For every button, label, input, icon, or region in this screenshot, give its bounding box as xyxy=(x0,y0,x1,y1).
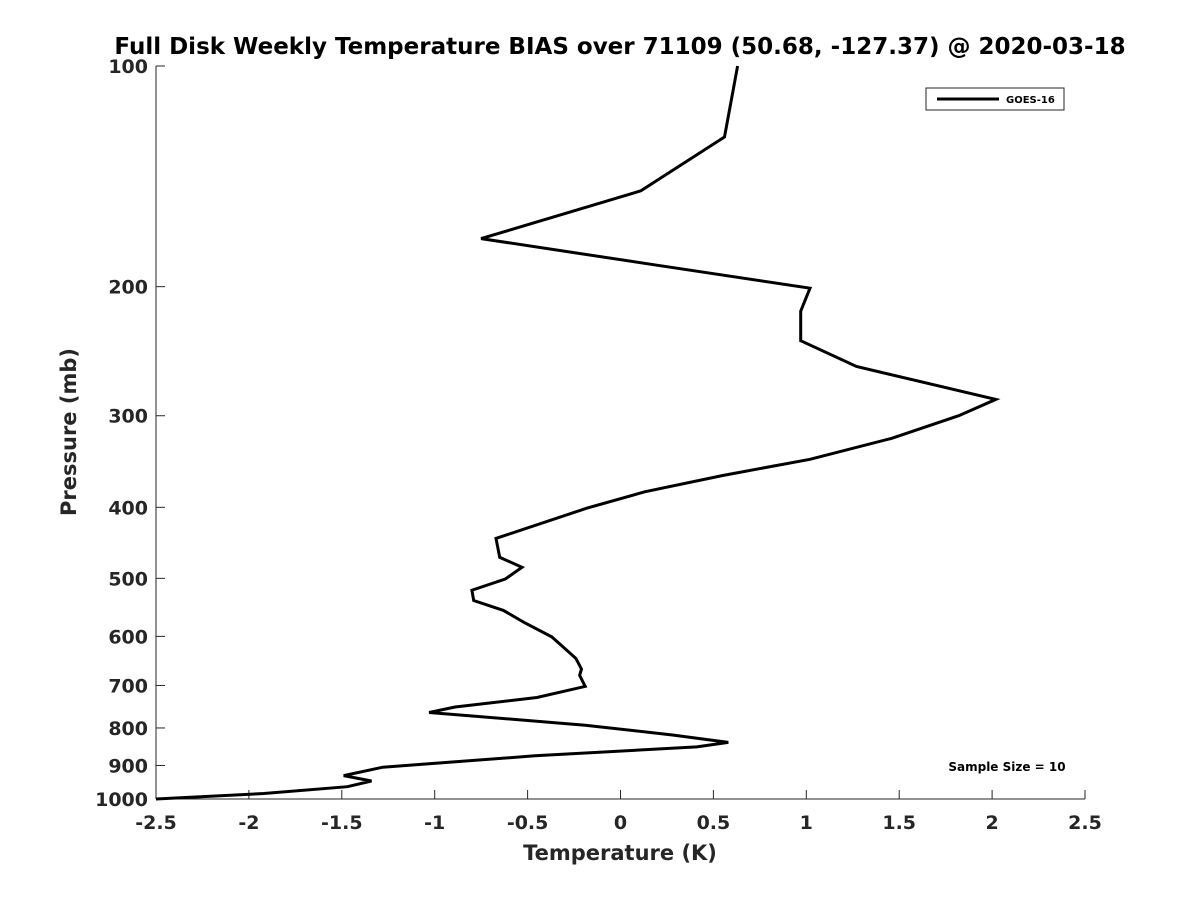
x-tick-label: -0.5 xyxy=(507,812,549,834)
x-tick-label: 1.5 xyxy=(882,812,916,834)
y-tick-label: 700 xyxy=(108,675,148,697)
x-tick-label: -2.5 xyxy=(135,812,177,834)
y-tick-label: 400 xyxy=(108,497,148,519)
y-tick-label: 800 xyxy=(108,718,148,740)
x-tick-label: 1 xyxy=(800,812,813,834)
y-axis-label: Pressure (mb) xyxy=(57,348,81,516)
y-tick-label: 500 xyxy=(108,568,148,590)
x-tick-label: -1 xyxy=(424,812,445,834)
legend-label-goes-16: GOES-16 xyxy=(1006,95,1055,106)
legend: GOES-16 xyxy=(925,87,1065,111)
x-tick-label: 0.5 xyxy=(697,812,731,834)
x-tick-label: 0 xyxy=(614,812,627,834)
x-tick-label: -2 xyxy=(238,812,259,834)
y-tick-label: 300 xyxy=(108,406,148,428)
y-tick-label: 600 xyxy=(108,626,148,648)
y-tick-label: 100 xyxy=(108,56,148,78)
y-tick-label: 900 xyxy=(108,755,148,777)
chart-title: Full Disk Weekly Temperature BIAS over 7… xyxy=(114,34,1125,60)
series-group xyxy=(155,65,1001,801)
sample-size-annotation: Sample Size = 10 xyxy=(948,760,1065,774)
y-tick-label: 200 xyxy=(108,277,148,299)
x-tick-label: 2 xyxy=(985,812,998,834)
axes xyxy=(155,66,1085,800)
y-ticks: 100 200 300 400 500 600 700 800 900 1000 xyxy=(95,56,165,811)
x-tick-label: -1.5 xyxy=(321,812,363,834)
x-tick-label: 2.5 xyxy=(1068,812,1102,834)
x-ticks: -2.5 -2 -1.5 -1 -0.5 0 0.5 1 1.5 2 2.5 xyxy=(135,790,1102,834)
y-tick-label: 1000 xyxy=(95,789,148,811)
series-line-goes-16 xyxy=(155,65,1001,801)
x-axis-label: Temperature (K) xyxy=(523,841,717,865)
